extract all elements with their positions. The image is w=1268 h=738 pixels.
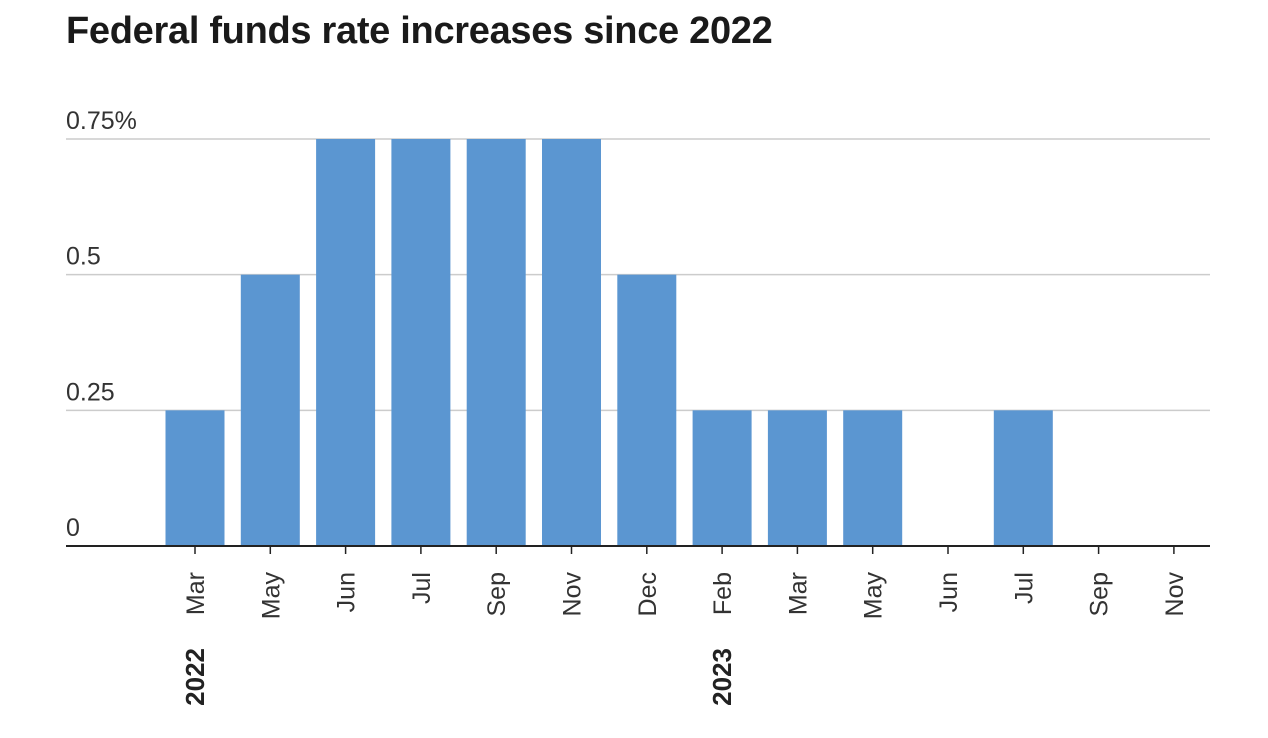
x-tick-label: Jul xyxy=(408,572,436,604)
x-tick-label: Nov xyxy=(1161,572,1189,617)
x-tick-label: Nov xyxy=(559,572,587,617)
x-tick-label: Mar xyxy=(182,572,210,615)
year-label: 2023 xyxy=(707,648,737,706)
x-tick-label: Jun xyxy=(935,572,963,612)
year-labels: 2022 2023 xyxy=(180,648,737,706)
y-axis-labels: 0 0.25 0.5 0.75% xyxy=(66,107,137,542)
bar xyxy=(843,410,903,546)
x-tick-label: Dec xyxy=(634,572,662,616)
x-tick-label: May xyxy=(257,572,285,620)
x-tick-label: Jun xyxy=(333,572,361,612)
chart-title: Federal funds rate increases since 2022 xyxy=(66,10,773,52)
y-tick-label: 0.25 xyxy=(66,378,115,406)
y-tick-label: 0.5 xyxy=(66,243,101,271)
bar xyxy=(316,139,376,546)
y-tick-label: 0 xyxy=(66,514,80,542)
x-tick-label: Mar xyxy=(784,572,812,615)
x-axis-ticks xyxy=(194,546,1175,554)
y-tick-label: 0.75% xyxy=(66,107,137,135)
x-tick-label: Feb xyxy=(709,572,737,615)
bar xyxy=(692,410,752,546)
x-tick-label: Sep xyxy=(483,572,511,616)
bar xyxy=(767,410,827,546)
bar xyxy=(993,410,1053,546)
year-label: 2022 xyxy=(180,648,210,706)
bar xyxy=(542,139,601,546)
bars xyxy=(165,139,1053,546)
x-tick-label: Sep xyxy=(1086,572,1114,616)
bar xyxy=(466,139,526,546)
bar xyxy=(391,139,451,546)
bar xyxy=(617,274,677,546)
bar xyxy=(240,274,300,546)
x-tick-label: Jul xyxy=(1010,572,1038,604)
x-axis-labels: Mar May Jun Jul Sep Nov Dec Feb Mar May Jun Jul Sep N… xyxy=(182,572,1189,620)
x-tick-label: May xyxy=(860,572,888,620)
bar xyxy=(165,410,225,546)
